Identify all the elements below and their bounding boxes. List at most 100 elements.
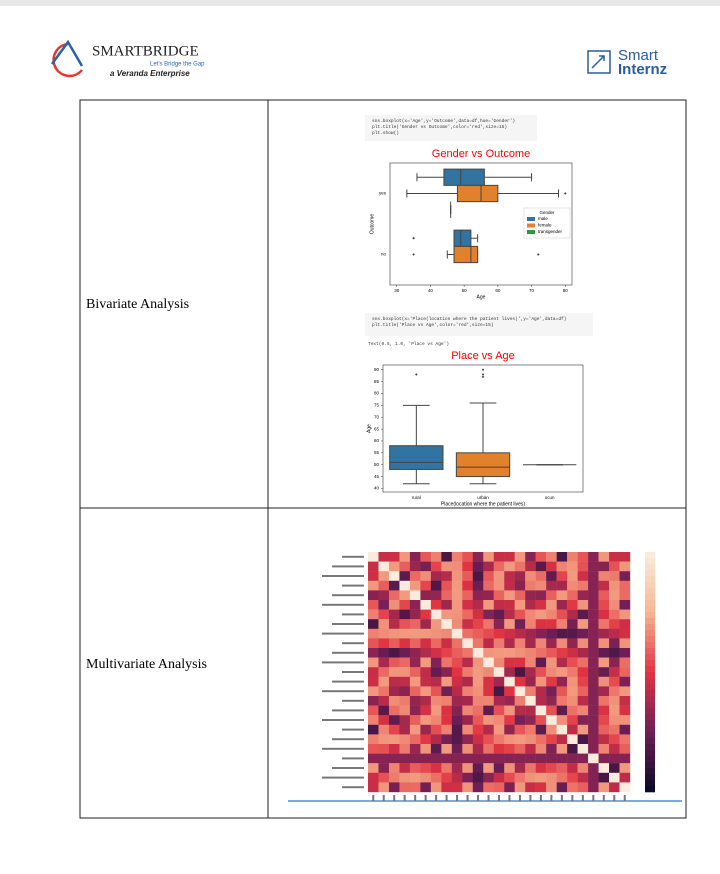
heatmap-cell bbox=[609, 609, 620, 620]
heatmap-cell bbox=[609, 628, 620, 639]
heatmap-cell bbox=[609, 667, 620, 677]
partner-icon bbox=[587, 50, 611, 74]
colorbar-step bbox=[645, 660, 655, 667]
col-label-stub bbox=[571, 795, 574, 801]
heatmap-cell bbox=[535, 561, 547, 572]
heatmap-cell bbox=[598, 705, 610, 716]
legend-swatch bbox=[527, 230, 535, 234]
heatmap-cell bbox=[556, 600, 568, 610]
heatmap-cell bbox=[493, 734, 505, 745]
legend-label: female bbox=[538, 223, 552, 228]
heatmap-cell bbox=[388, 619, 400, 629]
heatmap-cell bbox=[420, 628, 432, 639]
heatmap-cell bbox=[525, 648, 536, 658]
heatmap-cell bbox=[441, 609, 453, 620]
heatmap-cell bbox=[556, 648, 568, 658]
flier bbox=[481, 375, 485, 379]
col-label-stub bbox=[623, 795, 626, 801]
heatmap-cell bbox=[441, 676, 453, 687]
heatmap-cell bbox=[493, 609, 505, 620]
heatmap-cell bbox=[598, 734, 610, 745]
heatmap-cell bbox=[472, 600, 484, 610]
heatmap-cell bbox=[462, 590, 473, 601]
heatmap-cell bbox=[609, 676, 620, 687]
heatmap-cell bbox=[368, 753, 379, 764]
heatmap-cell bbox=[525, 696, 536, 706]
row-label-stub bbox=[342, 584, 364, 587]
heatmap-cell bbox=[368, 705, 379, 716]
heatmap-cell bbox=[451, 628, 463, 639]
heatmap-cell bbox=[525, 705, 536, 716]
heatmap-cell bbox=[409, 753, 421, 764]
heatmap-cell bbox=[399, 763, 411, 773]
col-label-stub bbox=[372, 795, 375, 801]
heatmap-cell bbox=[609, 715, 620, 725]
heatmap-cell bbox=[535, 590, 547, 601]
heatmap-cell bbox=[420, 580, 432, 591]
heatmap-cell bbox=[451, 657, 463, 668]
heatmap-cell bbox=[556, 724, 568, 735]
heatmap-cell bbox=[619, 686, 631, 697]
heatmap-cell bbox=[525, 715, 536, 725]
heatmap-cell bbox=[368, 561, 379, 572]
heatmap-cell bbox=[378, 686, 390, 697]
heatmap-cell bbox=[556, 763, 568, 773]
heatmap-cell bbox=[588, 763, 599, 773]
heatmap-cell bbox=[409, 705, 421, 716]
heatmap-cell bbox=[525, 609, 536, 620]
heatmap-cell bbox=[598, 782, 610, 793]
heatmap-cell bbox=[441, 686, 453, 697]
heatmap-cell bbox=[504, 734, 515, 745]
colorbar-step bbox=[645, 564, 655, 571]
heatmap-cell bbox=[588, 734, 599, 745]
colorbar-step bbox=[645, 612, 655, 619]
heatmap-cell bbox=[388, 734, 400, 745]
heatmap-cell bbox=[546, 782, 557, 793]
heatmap-cell bbox=[430, 590, 442, 601]
heatmap-cell bbox=[567, 772, 578, 783]
col-label-stub bbox=[560, 795, 563, 801]
heatmap-cell bbox=[378, 676, 390, 687]
heatmap-cell bbox=[368, 715, 379, 725]
heatmap-cell bbox=[462, 580, 473, 591]
x-tick-label: 70 bbox=[529, 288, 535, 293]
heatmap-cell bbox=[451, 590, 463, 601]
heatmap-cell bbox=[567, 580, 578, 591]
heatmap-cell bbox=[567, 686, 578, 697]
heatmap-cell bbox=[493, 676, 505, 687]
heatmap-cell bbox=[535, 715, 547, 725]
heatmap-cell bbox=[588, 705, 599, 716]
heatmap-cell bbox=[619, 600, 631, 610]
heatmap-cell bbox=[388, 657, 400, 668]
heatmap-cell bbox=[430, 715, 442, 725]
heatmap-cell bbox=[378, 657, 390, 668]
x-tick-label: urban bbox=[477, 495, 489, 500]
x-tick-label: ocun bbox=[545, 495, 555, 500]
heatmap-cell bbox=[441, 657, 453, 668]
heatmap-cell bbox=[451, 763, 463, 773]
row-label-stub bbox=[342, 728, 364, 731]
heatmap-cell bbox=[388, 715, 400, 725]
heatmap-cell bbox=[399, 753, 411, 764]
heatmap-cell bbox=[567, 628, 578, 639]
heatmap-cell bbox=[588, 667, 599, 677]
heatmap-cell bbox=[619, 561, 631, 572]
heatmap-cell bbox=[588, 676, 599, 687]
heatmap-cell bbox=[577, 715, 589, 725]
y-tick-label: 50 bbox=[374, 462, 380, 467]
heatmap-cell bbox=[525, 676, 536, 687]
heatmap-cell bbox=[588, 580, 599, 591]
heatmap-cell bbox=[609, 600, 620, 610]
heatmap-cell bbox=[420, 561, 432, 572]
heatmap-cell bbox=[567, 600, 578, 610]
heatmap-cell bbox=[504, 667, 515, 677]
heatmap-cell bbox=[598, 686, 610, 697]
heatmap-cell bbox=[368, 696, 379, 706]
heatmap-cell bbox=[399, 667, 411, 677]
heatmap-cell bbox=[462, 600, 473, 610]
heatmap-cell bbox=[483, 676, 494, 687]
heatmap-cell bbox=[409, 782, 421, 793]
col-label-stub bbox=[445, 795, 448, 801]
x-axis-label: Age bbox=[477, 294, 486, 300]
box bbox=[453, 229, 472, 247]
